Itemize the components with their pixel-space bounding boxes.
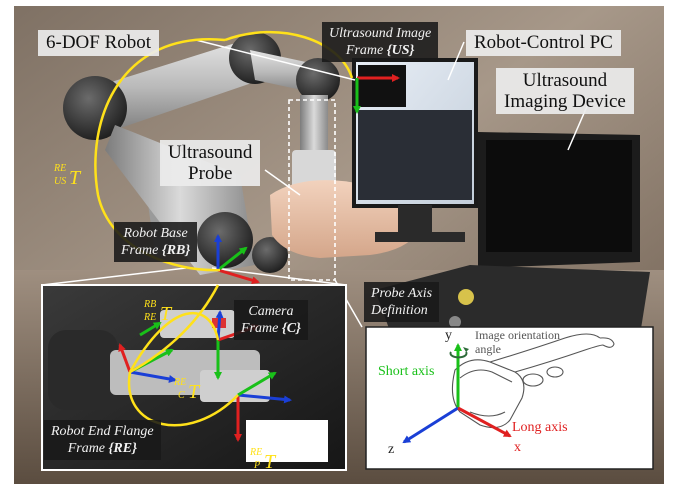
label-probe-line1: Ultrasound	[168, 142, 253, 163]
transform-rb-re-sup: RB	[144, 299, 157, 310]
transform-rb-re-symbol: T	[160, 303, 172, 325]
transform-re-c-sub: C	[178, 390, 185, 401]
label-flange-frame: Robot End Flange Frame {RE}	[44, 420, 161, 460]
probe-axis-orientation-line1: Image orientation	[475, 328, 560, 342]
label-flange-line1: Robot End Flange	[51, 424, 154, 439]
probe-axis-x: x	[514, 440, 521, 455]
probe-axis-orientation-line2: angle	[475, 342, 501, 356]
pc-leader	[447, 41, 465, 81]
transform-re-p: RE P T	[250, 448, 280, 478]
probe-axis-orientation: Image orientation angle	[475, 328, 560, 356]
label-base-symbol: {RB}	[161, 243, 191, 258]
transform-re-us-sup: RE	[54, 163, 67, 174]
robot-leader	[195, 39, 356, 81]
label-imaging-line1: Ultrasound	[522, 70, 608, 91]
transform-re-c-sup: RE	[174, 377, 187, 388]
curve-re-c	[128, 312, 220, 373]
curve-rb-re	[129, 284, 220, 374]
transform-re-us-symbol: T	[69, 167, 81, 189]
label-probe-line2: Probe	[188, 163, 233, 184]
probe-drawing	[451, 333, 615, 429]
rb-frame-axes	[214, 234, 260, 285]
probe-axis-panel	[365, 326, 654, 470]
label-camera-line1: Camera	[248, 304, 294, 319]
label-probe-axis: Probe Axis Definition	[364, 282, 440, 322]
transform-re-p-sup: RE	[250, 447, 263, 458]
label-base-line1: Robot Base	[123, 226, 188, 241]
label-flange-line2: Frame	[67, 441, 109, 456]
label-base-frame: Robot Base Frame {RB}	[114, 222, 198, 262]
probe-leader	[264, 169, 301, 196]
transform-rb-re-sub: RE	[144, 312, 157, 323]
ultrasound-device	[375, 132, 650, 345]
inset-leader-left	[41, 267, 187, 286]
monitor	[352, 58, 478, 242]
label-us-frame-symbol: {US}	[386, 43, 415, 58]
probe-axis-short: Short axis	[378, 364, 435, 379]
label-pc: Robot-Control PC	[466, 30, 621, 56]
label-imaging-device: Ultrasound Imaging Device	[496, 68, 634, 114]
inset-leader-right	[211, 267, 347, 286]
transform-re-p-symbol: T	[264, 451, 276, 473]
label-camera-symbol: {C}	[281, 321, 301, 336]
transform-rb-re: RB RE T	[144, 300, 174, 330]
transform-re-p-sub: P	[254, 460, 261, 471]
label-probe-axis-line1: Probe Axis	[371, 286, 433, 301]
transform-re-us: RE US T	[54, 164, 84, 194]
probe-axis-z: z	[388, 442, 395, 457]
curve-re-us-b	[224, 31, 354, 79]
label-flange-symbol: {RE}	[108, 441, 137, 456]
label-probe-axis-line2: Definition	[371, 303, 428, 318]
label-robot: 6-DOF Robot	[38, 30, 160, 56]
transform-re-c-symbol: T	[188, 381, 200, 403]
label-us-frame: Ultrasound Image Frame {US}	[322, 22, 439, 62]
label-camera-line2: Frame	[241, 321, 282, 336]
inset-white-box	[246, 420, 328, 462]
label-camera-frame: Camera Frame {C}	[234, 300, 308, 340]
label-us-frame-line1: Ultrasound Image	[329, 26, 432, 41]
label-us-frame-line2: Frame	[345, 43, 387, 58]
probe-axis-y: y	[445, 328, 452, 343]
label-base-line2: Frame	[121, 243, 162, 258]
probe-axis-long: Long axis	[512, 420, 568, 435]
curve-re-p	[127, 371, 239, 427]
transform-re-c: RE C T	[174, 378, 204, 408]
transform-re-us-sub: US	[54, 176, 67, 187]
label-imaging-line2: Imaging Device	[504, 91, 626, 112]
us-frame-axes	[353, 74, 400, 114]
label-probe: Ultrasound Probe	[160, 140, 261, 186]
